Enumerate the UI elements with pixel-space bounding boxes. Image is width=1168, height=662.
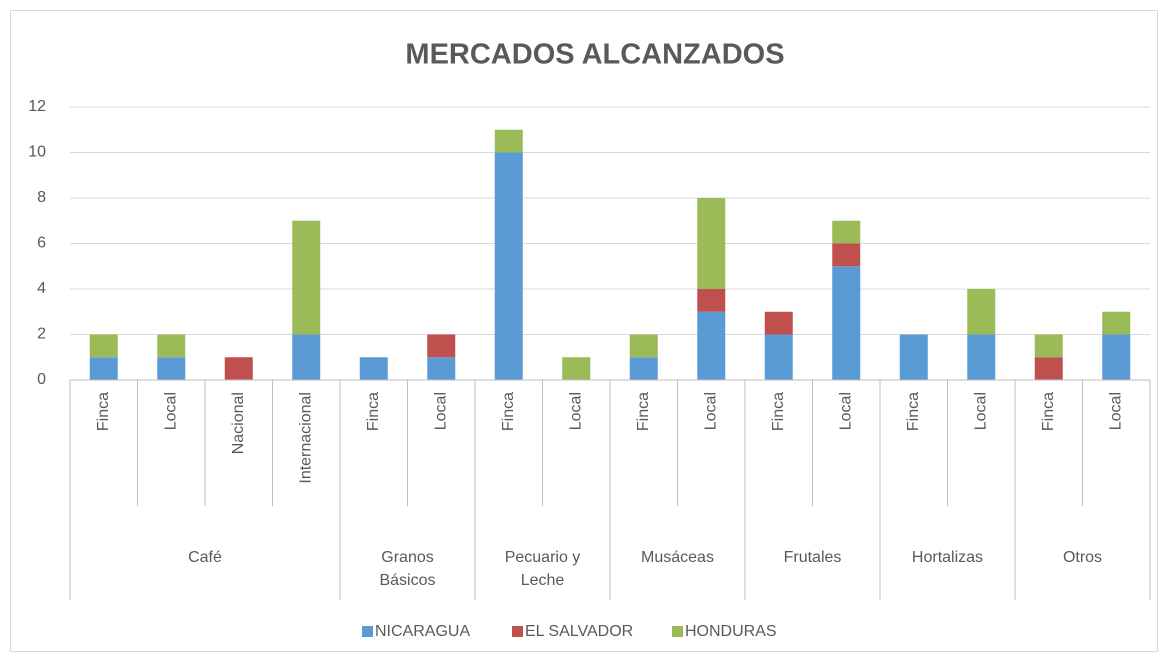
bar-segment	[764, 334, 793, 380]
bar-segment	[292, 334, 321, 380]
bar-segment	[764, 311, 793, 335]
x-tick-label: Finca	[905, 392, 922, 431]
bar-segment	[697, 311, 726, 380]
x-tick-label: Nacional	[230, 392, 247, 454]
legend-swatch	[512, 626, 523, 637]
x-tick-label: Local	[837, 392, 854, 430]
group-label: Granos Básicos	[379, 549, 436, 589]
x-tick-label: Local	[432, 392, 449, 430]
bar-segment	[967, 334, 996, 380]
bar-segment	[157, 357, 186, 380]
bar-segment	[832, 266, 861, 380]
bar-segment	[629, 334, 658, 358]
x-tick-label: Finca	[365, 392, 382, 431]
x-tick-label: Internacional	[297, 392, 314, 484]
bar-segment	[494, 152, 523, 380]
bar-segment	[427, 357, 456, 380]
bar-segment	[494, 129, 523, 153]
group-label: Frutales	[783, 549, 842, 566]
group-label: Hortalizas	[911, 549, 984, 566]
y-tick-label: 12	[28, 98, 46, 115]
y-tick-label: 6	[37, 235, 46, 252]
x-tick-label: Finca	[1040, 392, 1057, 431]
chart-border	[10, 10, 1158, 652]
y-tick-label: 2	[37, 326, 46, 343]
y-tick-label: 10	[28, 144, 46, 161]
bar-segment	[89, 357, 118, 380]
bar-segment	[1102, 311, 1131, 335]
x-tick-label: Local	[1107, 392, 1124, 430]
legend-label: NICARAGUA	[375, 623, 470, 640]
bar-segment	[697, 289, 726, 312]
legend-swatch	[362, 626, 373, 637]
chart-title: MERCADOS ALCANZADOS	[405, 39, 784, 71]
x-tick-label: Local	[162, 392, 179, 430]
y-tick-label: 4	[37, 280, 46, 297]
bar-segment	[89, 334, 118, 358]
bar-segment	[562, 357, 591, 380]
y-tick-label: 0	[37, 371, 46, 388]
bar-segment	[697, 198, 726, 289]
x-tick-label: Finca	[770, 392, 787, 431]
group-label: Pecuario y Leche	[504, 549, 581, 589]
bar-segment	[832, 220, 861, 244]
bar-segment	[1034, 334, 1063, 358]
bar-segment	[1102, 334, 1131, 380]
x-tick-label: Finca	[635, 392, 652, 431]
group-label: Musáceas	[641, 549, 714, 566]
bar-segment	[967, 289, 996, 335]
bar-segment	[1034, 357, 1063, 380]
y-tick-label: 8	[37, 189, 46, 206]
bar-segment	[359, 357, 388, 380]
bar-segment	[427, 334, 456, 358]
legend-label: HONDURAS	[685, 623, 777, 640]
bar-segment	[629, 357, 658, 380]
x-tick-label: Local	[702, 392, 719, 430]
x-tick-label: Local	[972, 392, 989, 430]
bar-segment	[224, 357, 253, 380]
x-tick-label: Finca	[500, 392, 517, 431]
legend-label: EL SALVADOR	[525, 623, 633, 640]
bar-segment	[292, 220, 321, 335]
group-label: Otros	[1062, 549, 1103, 566]
bar-segment	[832, 243, 861, 267]
legend-swatch	[672, 626, 683, 637]
group-label: Café	[188, 549, 222, 566]
bar-segment	[157, 334, 186, 358]
x-tick-label: Finca	[95, 392, 112, 431]
x-tick-label: Local	[567, 392, 584, 430]
bar-segment	[899, 334, 928, 380]
